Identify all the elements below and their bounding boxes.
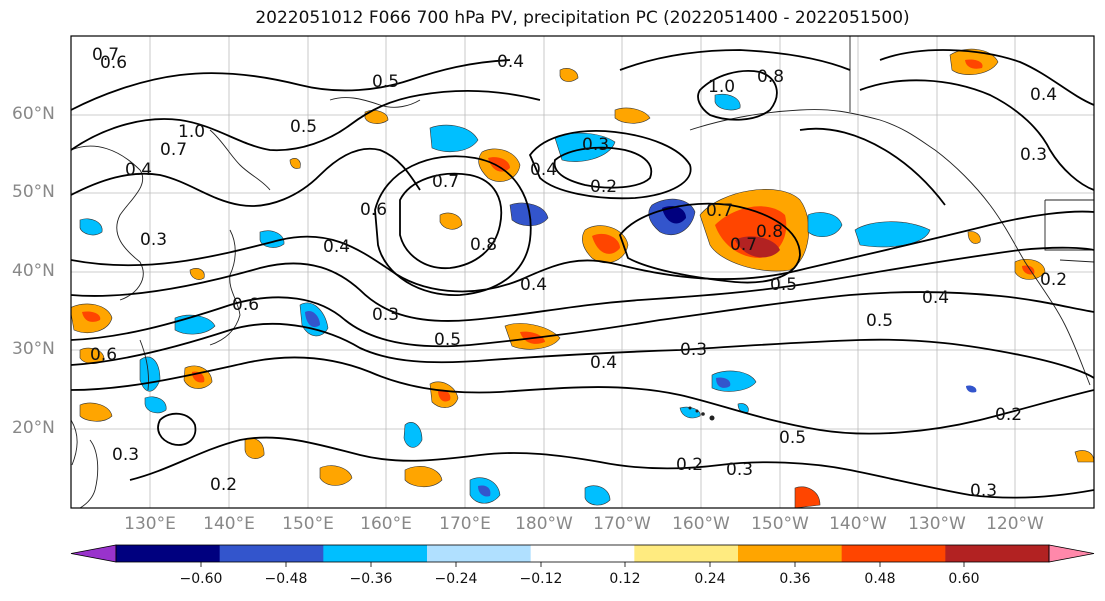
lat-label: 40°N	[12, 261, 55, 281]
contour-label: 0.2	[210, 475, 237, 495]
map-frame	[70, 35, 1095, 509]
precip-negative-anomalies	[79, 93, 977, 506]
lon-label: 150°E	[282, 514, 334, 534]
contour-label: 0.7	[92, 45, 119, 65]
contour-label: 0.3	[970, 481, 997, 501]
colorbar-tick-label: −0.60	[179, 571, 223, 587]
contour-label: 0.7	[730, 235, 757, 255]
contour-label: 0.8	[756, 222, 783, 242]
contour-label: 0.2	[590, 177, 617, 197]
contour-label: 0.5	[779, 428, 806, 448]
contour-label: 0.3	[680, 340, 707, 360]
colorbar-tick-label: −0.36	[349, 571, 393, 587]
contour-label: 0.3	[112, 445, 139, 465]
contour-label: 1.0	[178, 122, 205, 142]
colorbar-tick-label: 0.36	[779, 571, 811, 587]
contour-label: 0.3	[1020, 145, 1047, 165]
lon-label: 120°W	[986, 514, 1044, 534]
contour-label: 0.5	[866, 311, 893, 331]
contour-label: 0.6	[90, 345, 117, 365]
contour-label: 0.7	[432, 172, 459, 192]
colorbar-extend-min	[70, 544, 117, 563]
contour-label: 0.5	[770, 275, 797, 295]
contour-label: 0.3	[140, 230, 167, 250]
contour-label: 0.8	[470, 235, 497, 255]
contour-label: 0.6	[232, 295, 259, 315]
pv-contours	[71, 49, 1094, 499]
colorbar-segment	[634, 545, 739, 562]
lat-label: 30°N	[12, 339, 55, 359]
contour-label: 0.5	[372, 72, 399, 92]
colorbar-segment	[738, 545, 843, 562]
colorbar-tick-label: −0.24	[434, 571, 478, 587]
contour-label: 0.5	[290, 117, 317, 137]
contour-label: 1.0	[708, 77, 735, 97]
contour-label: 0.4	[1030, 85, 1057, 105]
colorbar-segment	[116, 545, 221, 562]
contour-labels: 0.7 0.6 1.0 0.7 0.4 0.3 0.6 0.6 0.3 0.2 …	[90, 45, 1067, 501]
hawaii-islands	[688, 406, 715, 421]
lat-label: 50°N	[12, 182, 55, 202]
coastlines	[71, 36, 1094, 508]
colorbar-segment	[841, 545, 946, 562]
colorbar-segment	[323, 545, 428, 562]
contour-label: 0.4	[590, 353, 617, 373]
contour-label: 0.2	[676, 455, 703, 475]
colorbar-extend-max	[1048, 544, 1095, 563]
colorbar-segment	[427, 545, 532, 562]
lon-label: 140°E	[203, 514, 255, 534]
contour-label: 0.4	[520, 275, 547, 295]
colorbar-segment	[219, 545, 324, 562]
lon-label: 170°W	[593, 514, 651, 534]
lon-label: 180°W	[515, 514, 573, 534]
contour-label: 0.3	[582, 135, 609, 155]
contour-label: 0.4	[497, 52, 524, 72]
lon-label: 140°W	[829, 514, 887, 534]
colorbar-segment	[530, 545, 635, 562]
contour-label: 0.4	[323, 237, 350, 257]
colorbar-tick-label: 0.60	[948, 571, 980, 587]
colorbar-tick-label: 0.48	[864, 571, 896, 587]
colorbar-frame	[115, 544, 1050, 563]
contour-label: 0.2	[1040, 270, 1067, 290]
colorbar-tick-label: −0.48	[264, 571, 308, 587]
contour-label: 0.6	[360, 200, 387, 220]
colorbar-segment	[945, 545, 1050, 562]
lon-label: 130°W	[908, 514, 966, 534]
contour-label: 0.4	[125, 160, 152, 180]
lon-label: 160°E	[360, 514, 412, 534]
contour-label: 0.3	[726, 460, 753, 480]
lat-label: 60°N	[12, 104, 55, 124]
lon-label: 160°W	[672, 514, 730, 534]
contour-label: 0.2	[995, 405, 1022, 425]
lon-label: 150°W	[751, 514, 809, 534]
contour-label: 0.4	[530, 160, 557, 180]
contour-label: 0.7	[706, 201, 733, 221]
colorbar-tick-label: −0.12	[519, 571, 563, 587]
contour-label: 0.6	[100, 53, 127, 73]
contour-label: 0.3	[372, 305, 399, 325]
precip-positive-anomalies	[71, 48, 1094, 508]
lon-label: 130°E	[124, 514, 176, 534]
map-title: 2022051012 F066 700 hPa PV, precipitatio…	[255, 8, 910, 28]
lon-label: 170°E	[439, 514, 491, 534]
contour-label: 0.8	[757, 67, 784, 87]
colorbar-tick-label: 0.24	[694, 571, 726, 587]
contour-label: 0.7	[160, 140, 187, 160]
contour-label: 0.5	[434, 330, 461, 350]
colorbar-tick-label: 0.12	[609, 571, 641, 587]
lat-label: 20°N	[12, 418, 55, 438]
contour-label: 0.4	[922, 288, 949, 308]
